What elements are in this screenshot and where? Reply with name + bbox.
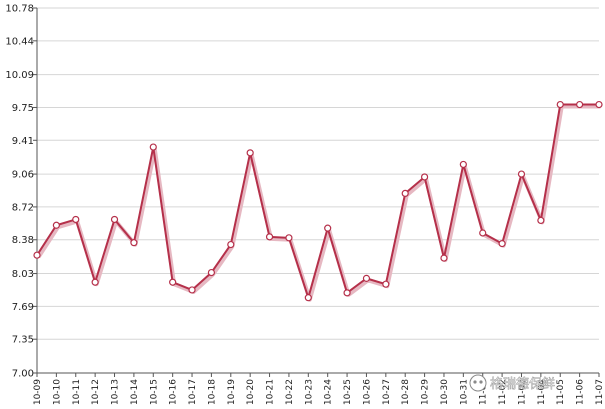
data-point [246, 149, 254, 157]
x-axis-ticks: 10-09 10-10 10-11 10-12 10-13 10-14 10-15 10-16… [33, 373, 605, 405]
data-point [517, 170, 526, 178]
data-point [537, 216, 545, 225]
wechat-icon-dot [473, 380, 477, 384]
x-tick-label: 10-15 [149, 379, 159, 405]
series-line [36, 103, 599, 299]
watermark: 格瑞德保鲜 [469, 374, 555, 392]
y-tick-label: 9.06 [12, 170, 34, 181]
data-point [382, 280, 390, 288]
x-tick-label: 10-24 [324, 379, 334, 405]
x-tick-label: 10-31 [459, 379, 469, 405]
x-tick-label: 11-07 [595, 379, 605, 405]
data-point [227, 240, 235, 249]
x-tick-label: 10-23 [304, 379, 314, 405]
x-tick-label: 10-12 [91, 379, 101, 405]
x-tick-label: 10-28 [401, 379, 411, 405]
y-tick-label: 7.69 [12, 302, 34, 313]
gridlines [37, 7, 599, 374]
y-tick-label: 8.03 [12, 269, 34, 280]
data-point [285, 234, 293, 242]
data-point [188, 286, 196, 294]
y-tick-label: 10.09 [5, 70, 34, 81]
y-tick-label: 9.75 [12, 103, 34, 114]
wechat-icon-dot [479, 380, 483, 384]
data-point [401, 189, 409, 197]
x-tick-label: 11-01 [479, 379, 489, 405]
x-tick-label: 11-02 [498, 379, 508, 405]
data-point [91, 278, 99, 286]
x-tick-label: 10-11 [72, 379, 82, 405]
x-tick-label: 10-20 [246, 379, 256, 405]
plot-background [37, 8, 599, 373]
y-tick-label: 9.41 [12, 136, 34, 147]
data-point [498, 240, 506, 248]
x-tick-label: 11-05 [556, 379, 566, 405]
data-point [479, 229, 487, 237]
data-point [52, 221, 60, 229]
x-tick-label: 10-16 [169, 379, 179, 405]
y-tick-label: 10.44 [5, 36, 34, 47]
data-point [324, 224, 332, 232]
x-tick-label: 10-10 [52, 379, 62, 405]
data-point [169, 278, 177, 286]
x-tick-label: 11-04 [537, 379, 547, 405]
wechat-icon [469, 374, 487, 392]
x-tick-label: 10-13 [111, 379, 121, 405]
x-tick-label: 10-25 [343, 379, 353, 405]
x-tick-label: 10-14 [130, 379, 140, 405]
y-tick-label: 7.35 [12, 335, 34, 346]
data-point [265, 233, 274, 241]
data-point [33, 251, 41, 259]
x-tick-label: 10-22 [285, 379, 295, 405]
data-point [440, 254, 448, 262]
x-tick-label: 11-03 [517, 379, 527, 405]
data-point [110, 215, 119, 224]
x-tick-label: 10-26 [362, 379, 372, 405]
x-tick-label: 10-19 [227, 379, 237, 405]
x-tick-label: 10-09 [33, 379, 43, 405]
x-tick-label: 10-18 [207, 379, 217, 405]
data-point [207, 268, 216, 277]
data-point [556, 100, 564, 109]
series-price [33, 100, 603, 302]
data-point [343, 289, 351, 297]
x-tick-label: 11-06 [576, 379, 586, 405]
data-point [595, 100, 603, 109]
y-tick-label: 8.72 [12, 202, 34, 213]
data-point [304, 294, 312, 302]
data-point [72, 215, 80, 224]
x-tick-label: 10-29 [421, 379, 431, 405]
x-tick-label: 10-21 [266, 379, 276, 405]
data-point [149, 143, 157, 151]
data-point [362, 274, 371, 282]
x-tick-label: 10-17 [188, 379, 198, 405]
data-point [576, 100, 584, 109]
x-tick-label: 10-27 [382, 379, 392, 405]
data-point [420, 173, 429, 181]
y-axis-ticks: 7.00 7.35 7.69 8.03 8.38 8.72 9.06 9.41 9.75 10.0… [5, 4, 37, 380]
y-tick-label: 7.00 [12, 369, 34, 380]
y-tick-label: 8.38 [12, 235, 34, 246]
data-point [459, 160, 467, 169]
watermark-label: 格瑞德保鲜 [490, 376, 555, 392]
data-point [130, 239, 138, 247]
x-tick-label: 10-30 [440, 379, 450, 405]
y-tick-label: 10.78 [5, 4, 34, 15]
